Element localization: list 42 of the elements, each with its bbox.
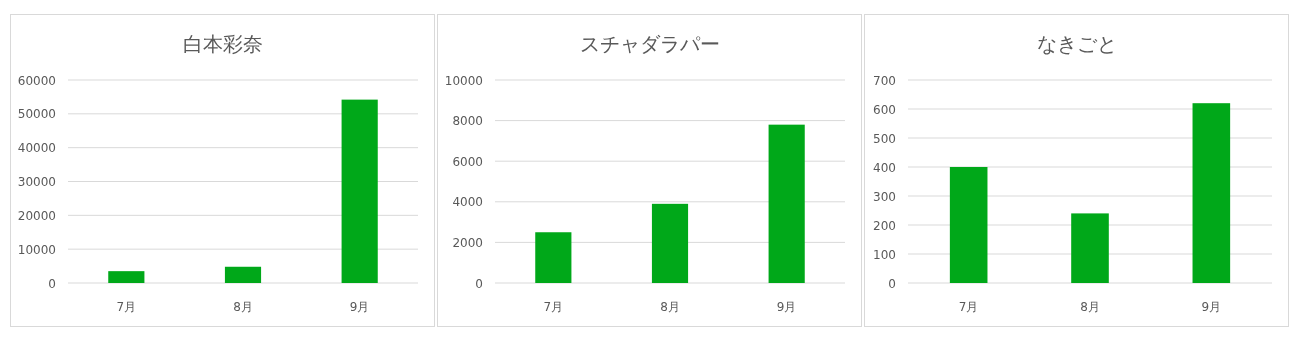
bar xyxy=(1192,103,1231,283)
y-tick-label: 30000 xyxy=(17,175,56,189)
y-tick-label: 200 xyxy=(873,218,896,233)
x-tick-label: 8月 xyxy=(660,300,680,314)
bar xyxy=(341,99,378,283)
y-tick-label: 40000 xyxy=(17,141,56,156)
y-tick-label: 60000 xyxy=(17,73,56,88)
bar xyxy=(949,167,988,283)
x-tick-label: 7月 xyxy=(958,300,979,314)
y-tick-label: 2000 xyxy=(452,235,483,250)
x-tick-label: 9月 xyxy=(349,300,370,314)
x-tick-label: 8月 xyxy=(233,300,253,314)
x-tick-label: 8月 xyxy=(1080,300,1100,314)
chart-title: なきごと xyxy=(1036,32,1117,56)
y-tick-label: 20000 xyxy=(17,208,56,223)
chart-title: スチャダラパー xyxy=(579,32,720,56)
y-tick-label: 0 xyxy=(48,276,56,291)
x-tick-label: 7月 xyxy=(116,300,137,314)
y-tick-label: 400 xyxy=(873,160,896,175)
y-tick-label: 0 xyxy=(888,276,896,291)
bar xyxy=(768,124,805,283)
y-tick-label: 10000 xyxy=(444,73,483,88)
y-tick-label: 4000 xyxy=(452,195,483,210)
y-tick-label: 10000 xyxy=(17,242,56,257)
bar xyxy=(108,271,145,283)
x-tick-label: 7月 xyxy=(543,300,564,314)
y-tick-label: 50000 xyxy=(17,107,56,122)
bar xyxy=(224,266,262,283)
y-tick-label: 100 xyxy=(873,247,896,262)
x-tick-label: 9月 xyxy=(1201,300,1222,314)
y-tick-label: 500 xyxy=(873,131,896,146)
y-tick-label: 600 xyxy=(873,102,896,117)
chart-title: 白本彩奈 xyxy=(182,32,263,56)
bar xyxy=(535,232,572,283)
y-tick-label: 8000 xyxy=(452,114,483,129)
x-tick-label: 9月 xyxy=(776,300,797,314)
y-tick-label: 0 xyxy=(475,276,483,291)
bar xyxy=(651,203,689,283)
y-tick-label: 300 xyxy=(873,189,896,204)
y-tick-label: 6000 xyxy=(452,154,483,169)
y-tick-label: 700 xyxy=(873,73,896,88)
bar xyxy=(1071,213,1109,283)
